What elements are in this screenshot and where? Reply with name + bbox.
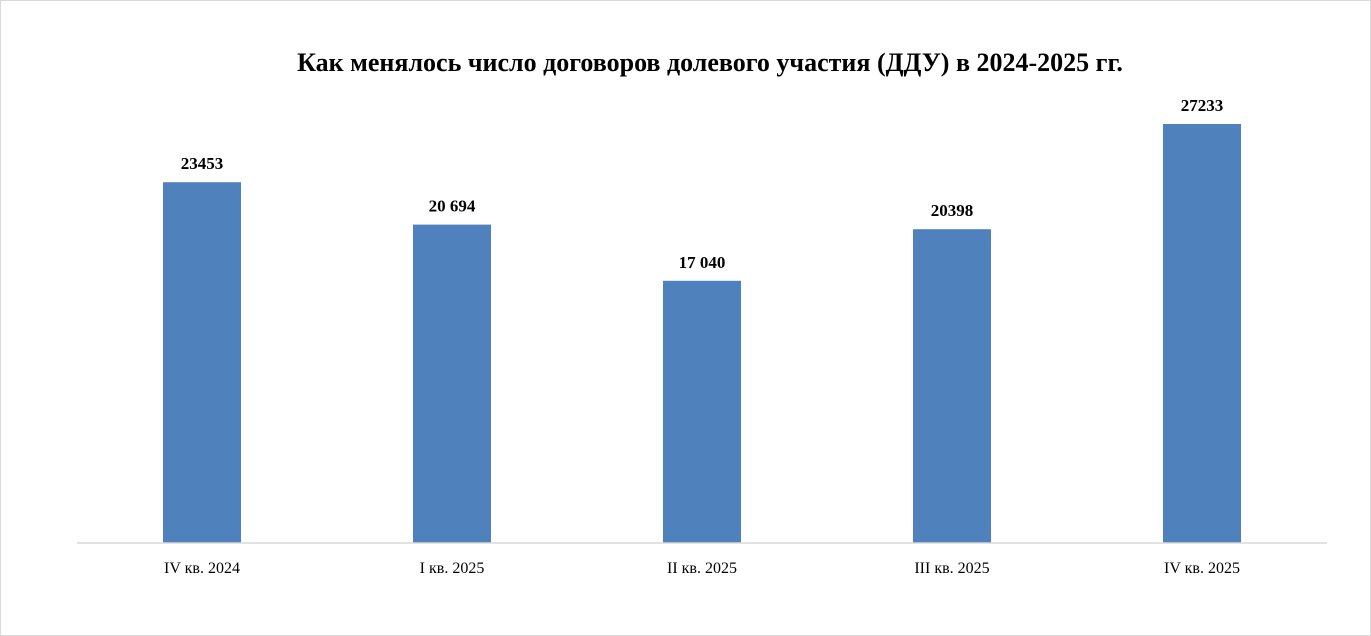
x-tick-label-5: IV кв. 2025 — [1164, 560, 1240, 577]
chart-title: Как менялось число договоров долевого уч… — [297, 48, 1123, 77]
bar-2 — [413, 224, 491, 543]
bar-4 — [913, 229, 991, 543]
x-tick-label-4: III кв. 2025 — [914, 560, 989, 577]
x-tick-label-2: I кв. 2025 — [420, 560, 485, 577]
x-tick-label-1: IV кв. 2024 — [164, 560, 240, 577]
data-label-4: 20398 — [931, 201, 974, 220]
bar-1 — [163, 182, 241, 543]
data-label-2: 20 694 — [429, 197, 476, 216]
bar-3 — [663, 280, 741, 543]
bar-5 — [1163, 124, 1241, 543]
labels-layer: 23453 20 694 17 040 20398 27233 — [181, 96, 1224, 272]
data-label-5: 27233 — [1181, 96, 1224, 115]
bars-layer — [163, 124, 1241, 543]
x-tick-labels: IV кв. 2024 I кв. 2025 II кв. 2025 III кв. … — [164, 560, 1240, 577]
data-label-1: 23453 — [181, 154, 224, 173]
data-label-3: 17 040 — [679, 253, 726, 272]
x-tick-label-3: II кв. 2025 — [667, 560, 737, 577]
